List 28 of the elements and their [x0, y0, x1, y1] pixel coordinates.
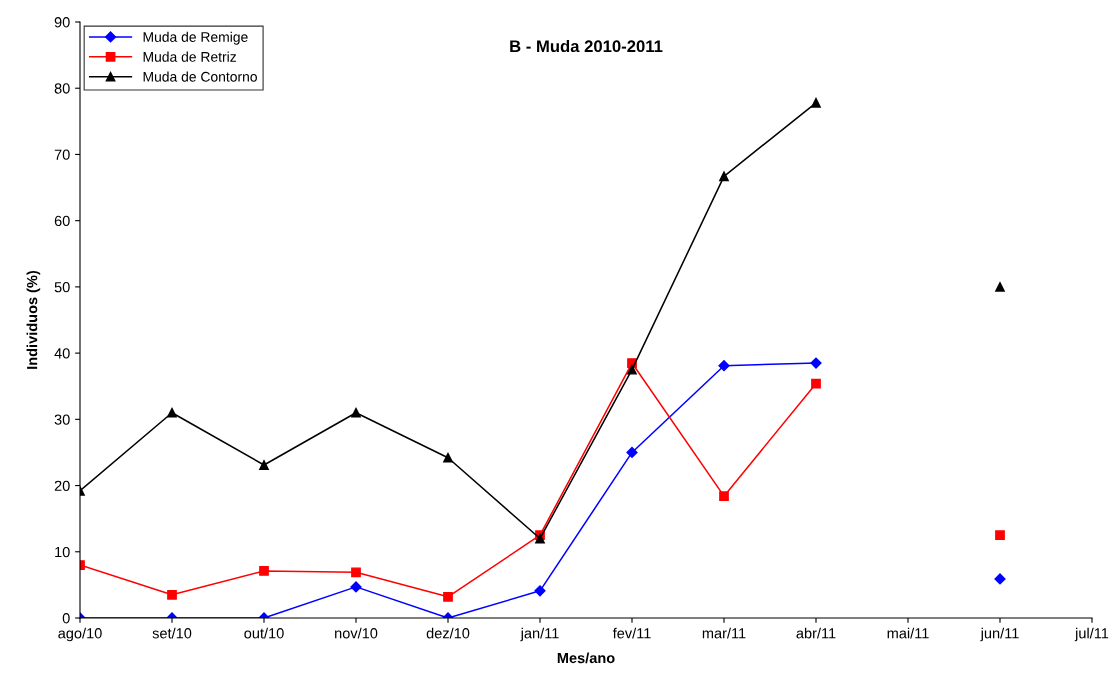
text: B - Muda 2010-2011	[510, 39, 663, 53]
x-tick-label: jun/11	[980, 627, 1019, 642]
x-tick-label: set/10	[152, 627, 192, 639]
y-axis-title: Individuos (%)	[26, 270, 41, 369]
x-tick-label: mai/11	[887, 627, 929, 639]
x-tick-label: mar/11	[702, 627, 746, 639]
y-tick-label: 20	[54, 480, 70, 491]
x-tick-label: ago/10	[58, 627, 102, 642]
y-tick-label: 10	[55, 546, 70, 558]
y-tick-label: 30	[54, 414, 70, 425]
y-tick-label: 80	[54, 83, 70, 94]
x-tick-label: out/10	[244, 627, 284, 639]
x-tick-label: fev/11	[612, 627, 651, 639]
x-tick-label: dez/10	[426, 627, 470, 639]
legend-label: Muda de Remige	[143, 31, 248, 45]
y-tick-label: 50	[54, 281, 70, 293]
x-tick-label: nov/10	[335, 627, 378, 639]
x-tick-label: jan/11	[520, 627, 559, 642]
y-tick-label: 60	[54, 215, 70, 227]
y-tick-label: 0	[62, 613, 70, 624]
legend-label: Muda de Contorno	[143, 71, 257, 82]
x-axis-title: Mes/ano	[557, 652, 615, 664]
x-tick-label: abr/11	[796, 627, 836, 639]
legend-label: Muda de Retriz	[143, 51, 236, 62]
x-tick-label: jul/11	[1074, 627, 1109, 642]
y-tick-label: 40	[54, 348, 70, 359]
y-tick-label: 90	[54, 17, 70, 28]
y-tick-label: 70	[54, 149, 70, 160]
